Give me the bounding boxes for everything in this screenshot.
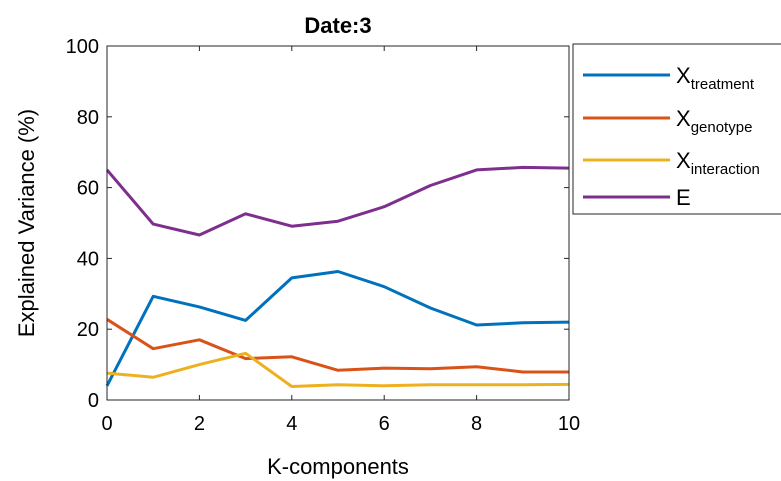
legend-box	[572, 43, 781, 215]
chart-title: Date:3	[304, 13, 371, 38]
legend-label: Xtreatment	[676, 63, 755, 93]
y-axis-ticks: 0 20 40 60 80 100	[66, 36, 569, 412]
plot-frame	[106, 45, 570, 401]
y-tick-label: 0	[88, 390, 99, 412]
series-line-interaction	[106, 351, 570, 388]
series-line-e	[105, 165, 570, 237]
legend-label: Xgenotype	[676, 106, 752, 136]
y-tick-label: 80	[77, 107, 99, 129]
legend-label: E	[676, 185, 691, 210]
plot-background	[107, 46, 569, 400]
x-tick-label: 6	[379, 413, 390, 435]
x-tick-label: 2	[194, 413, 205, 435]
x-tick-label: 4	[286, 413, 297, 435]
y-tick-label: 60	[77, 178, 99, 200]
legend-label: Xinteraction	[676, 148, 760, 178]
x-tick-label: 0	[101, 413, 112, 435]
x-tick-label: 10	[558, 413, 580, 435]
series-line-treatment	[105, 270, 570, 387]
x-axis-ticks: 0 2 4 6 8 10	[101, 46, 580, 435]
y-tick-label: 100	[66, 36, 99, 58]
series-layer	[105, 165, 570, 388]
y-axis-label: Explained Variance (%)	[14, 109, 39, 337]
series-line-genotype	[106, 318, 569, 374]
x-tick-label: 8	[471, 413, 482, 435]
legend: Xtreatment Xgenotype Xinteraction E	[572, 43, 781, 215]
plot-area: 0 2 4 6 8 10 0 20 40 60 80 100	[66, 36, 581, 435]
y-tick-label: 20	[77, 319, 99, 341]
y-tick-label: 40	[77, 248, 99, 270]
x-axis-label: K-components	[267, 454, 409, 479]
